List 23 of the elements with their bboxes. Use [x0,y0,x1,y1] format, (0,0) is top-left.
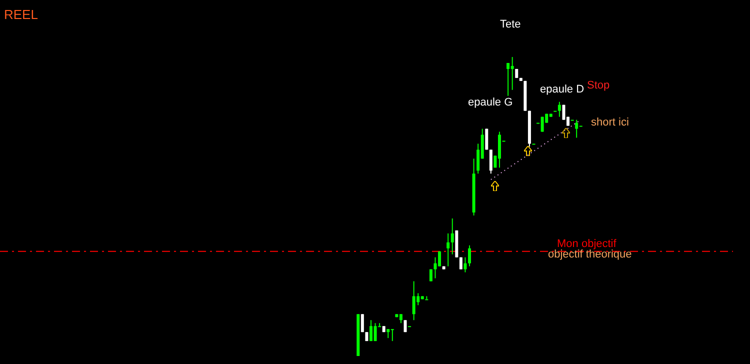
candlestick [540,116,544,132]
candlestick [575,119,578,138]
candlestick [412,280,416,321]
candlestick [506,62,510,96]
text: Tete [500,18,521,30]
candlestick [558,101,561,118]
candlestick [464,256,467,273]
annotation: objectif theorique [548,248,632,260]
candlestick [489,149,492,174]
ref-line-label: Mon objectif [557,238,618,250]
text: short ici [591,116,629,128]
text: REEL [4,7,38,22]
candlestick [510,56,514,90]
candlestick [450,218,454,255]
text: Stop [587,80,610,92]
candlestick [446,232,450,267]
candlestick [390,328,394,342]
candlestick [374,322,377,342]
annotation: epaule G [468,96,513,108]
annotation: epaule D [540,84,584,96]
candlestick [360,314,364,333]
candlestick [468,244,471,267]
candlestick [425,296,428,300]
